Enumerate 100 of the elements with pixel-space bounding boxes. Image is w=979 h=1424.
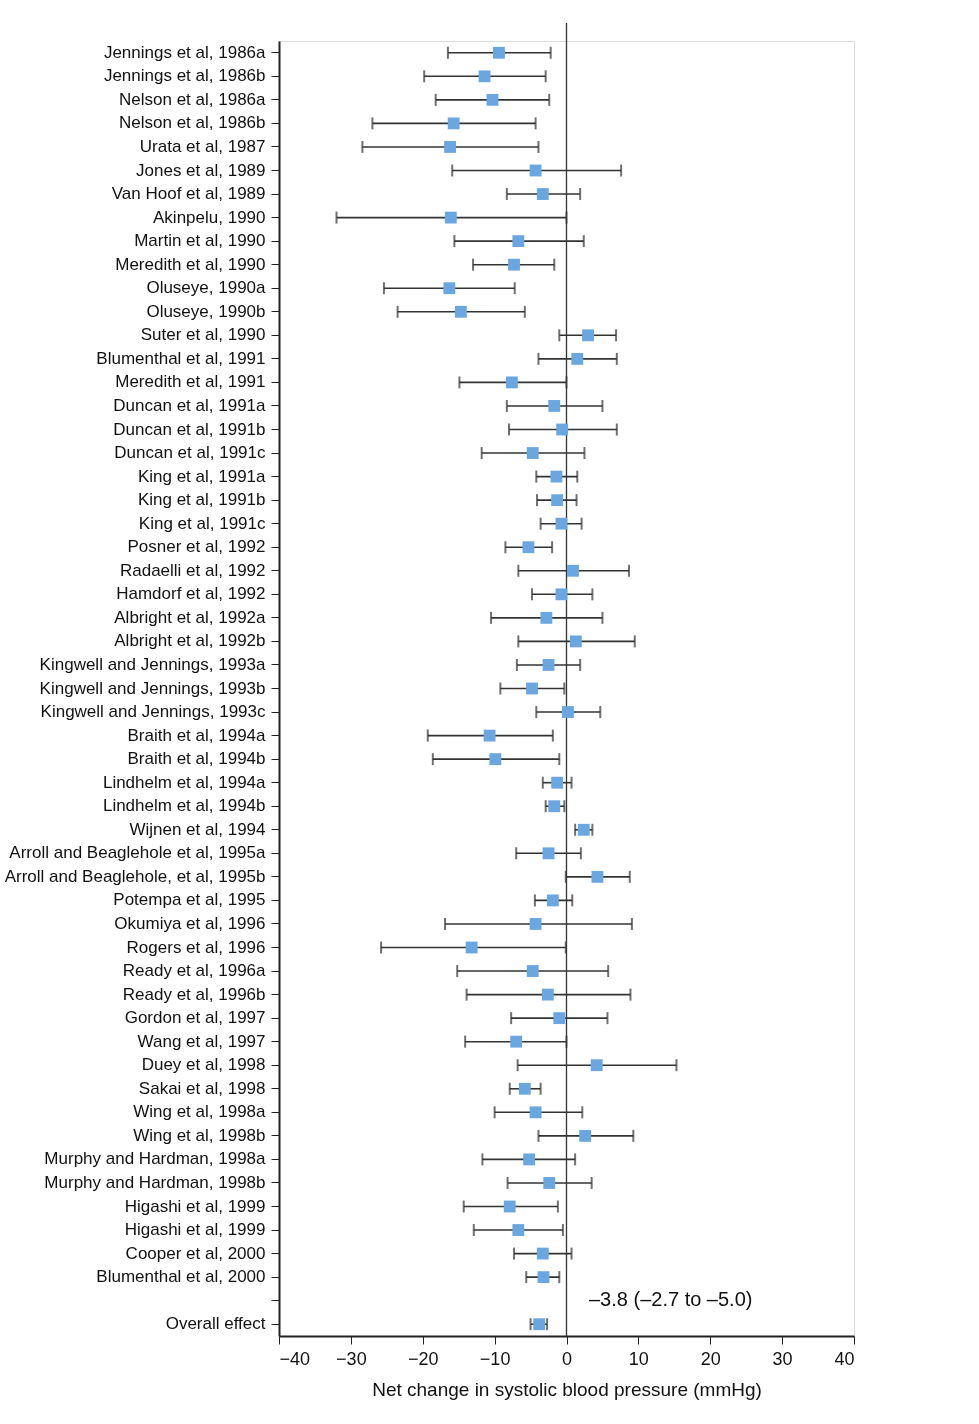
y-tick-label: Suter et al, 1990	[140, 325, 266, 345]
y-tick-label: Sakai et al, 1998	[138, 1078, 266, 1098]
y-tick-label: Blumenthal et al, 2000	[96, 1267, 266, 1287]
annotation: –3.8 (–2.7 to –5.0)	[589, 1288, 753, 1310]
y-tick-label: Overall effect	[165, 1314, 266, 1334]
y-tick-label: Radaelli et al, 1992	[119, 560, 266, 580]
point	[444, 141, 456, 153]
point	[536, 1247, 549, 1260]
y-tick-label: Wang et al, 1997	[137, 1031, 266, 1051]
y-tick-label: Nelson et al, 1986b	[119, 113, 266, 133]
point	[512, 1224, 525, 1236]
y-tick-label: Murphy and Hardman, 1998a	[44, 1149, 267, 1169]
point	[577, 823, 590, 836]
point	[483, 729, 496, 742]
y-tick-label: Lindhelm et al, 1994b	[102, 796, 266, 816]
y-tick-label: Oluseye, 1990a	[146, 278, 267, 298]
point	[454, 305, 467, 318]
point	[526, 965, 539, 977]
point	[540, 611, 553, 624]
point	[465, 941, 478, 954]
y-tick-label: Kingwell and Jennings, 1993b	[39, 678, 266, 698]
point	[548, 800, 561, 813]
y-tick-label: Albright et al, 1992b	[114, 631, 266, 651]
y-tick-label: Duncan et al, 1991a	[113, 395, 267, 415]
point	[503, 1200, 516, 1213]
x-tick-label: 0	[561, 1348, 573, 1369]
y-tick-label: Arroll and Beaglehole et al, 1995a	[9, 843, 267, 863]
point	[486, 93, 499, 106]
point	[526, 682, 538, 695]
point	[523, 1153, 536, 1166]
point	[569, 635, 582, 648]
y-tick-label: Cooper et al, 2000	[125, 1243, 266, 1263]
point	[518, 1082, 531, 1095]
point	[553, 1012, 566, 1025]
y-tick-label: Lindhelm et al, 1994a	[102, 772, 267, 792]
y-tick-label: Duncan et al, 1991b	[113, 419, 266, 439]
point	[493, 46, 505, 59]
y-tick-label: Duey et al, 1998	[141, 1055, 266, 1075]
x-axis-title: Net change in systolic blood pressure (mmHg)	[372, 1378, 762, 1400]
y-tick-label: King et al, 1991a	[137, 466, 267, 486]
y-tick-label: Urata et al, 1987	[139, 136, 266, 156]
point	[478, 70, 491, 83]
x-tick-label: −30	[336, 1348, 367, 1369]
x-tick-label: 10	[628, 1348, 649, 1369]
y-tick-label: Blumenthal et al, 1991	[96, 348, 266, 368]
point	[582, 329, 594, 342]
point	[541, 988, 554, 1001]
x-tick-label: 40	[834, 1348, 855, 1369]
x-tick-label: 20	[700, 1348, 721, 1369]
point	[548, 400, 561, 412]
x-tick-label: −20	[407, 1348, 439, 1369]
point	[555, 517, 568, 530]
point	[550, 470, 563, 483]
point	[546, 894, 559, 907]
y-tick-label: Arroll and Beaglehole, et al, 1995b	[4, 866, 266, 886]
y-tick-label: Wing et al, 1998a	[133, 1102, 267, 1122]
y-tick-label: Van Hoof et al, 1989	[111, 184, 266, 204]
x-tick-label: −40	[279, 1348, 311, 1369]
y-tick-label: Meredith et al, 1990	[115, 254, 266, 274]
y-tick-label: Braith et al, 1994a	[127, 725, 267, 745]
y-tick-label: Duncan et al, 1991c	[114, 443, 266, 463]
y-tick-label: Okumiya et al, 1996	[114, 913, 266, 933]
y-tick-label: Potempa et al, 1995	[113, 890, 266, 910]
point	[556, 423, 569, 436]
y-tick-label: Akinpelu, 1990	[153, 207, 266, 227]
point	[444, 211, 457, 224]
y-tick-label: Hamdorf et al, 1992	[116, 584, 266, 604]
y-tick-label: Albright et al, 1992a	[114, 607, 267, 627]
y-tick-label: Jennings et al, 1986b	[103, 66, 266, 86]
point	[562, 706, 574, 718]
point	[529, 918, 542, 930]
y-tick-label: Kingwell and Jennings, 1993a	[39, 654, 267, 674]
point	[551, 494, 564, 507]
y-tick-label: Nelson et al, 1986a	[119, 89, 267, 109]
point	[529, 1106, 542, 1119]
y-tick-label: King et al, 1991b	[137, 490, 266, 510]
y-tick-label: Jennings et al, 1986a	[103, 42, 267, 62]
point	[533, 1318, 546, 1331]
y-tick-label: Martin et al, 1990	[134, 231, 266, 251]
point	[579, 1129, 592, 1142]
y-tick-label: Murphy and Hardman, 1998b	[44, 1172, 266, 1192]
point	[447, 117, 460, 130]
y-tick-label: Wijnen et al, 1994	[129, 819, 266, 839]
point	[551, 776, 564, 789]
y-tick-label: Wing et al, 1998b	[133, 1125, 266, 1145]
point	[505, 376, 518, 389]
point	[443, 282, 456, 295]
point	[555, 588, 568, 601]
y-tick-label: Jones et al, 1989	[136, 160, 266, 180]
y-tick-label: Rogers et al, 1996	[126, 937, 266, 957]
point	[571, 352, 584, 365]
point	[542, 659, 555, 671]
point	[543, 1177, 556, 1189]
y-tick-label: Higashi et al, 1999	[124, 1220, 266, 1240]
x-tick-label: −10	[479, 1348, 511, 1369]
point	[508, 258, 520, 271]
point	[542, 847, 555, 860]
point	[537, 1271, 550, 1284]
point	[567, 564, 579, 577]
point	[529, 164, 542, 177]
